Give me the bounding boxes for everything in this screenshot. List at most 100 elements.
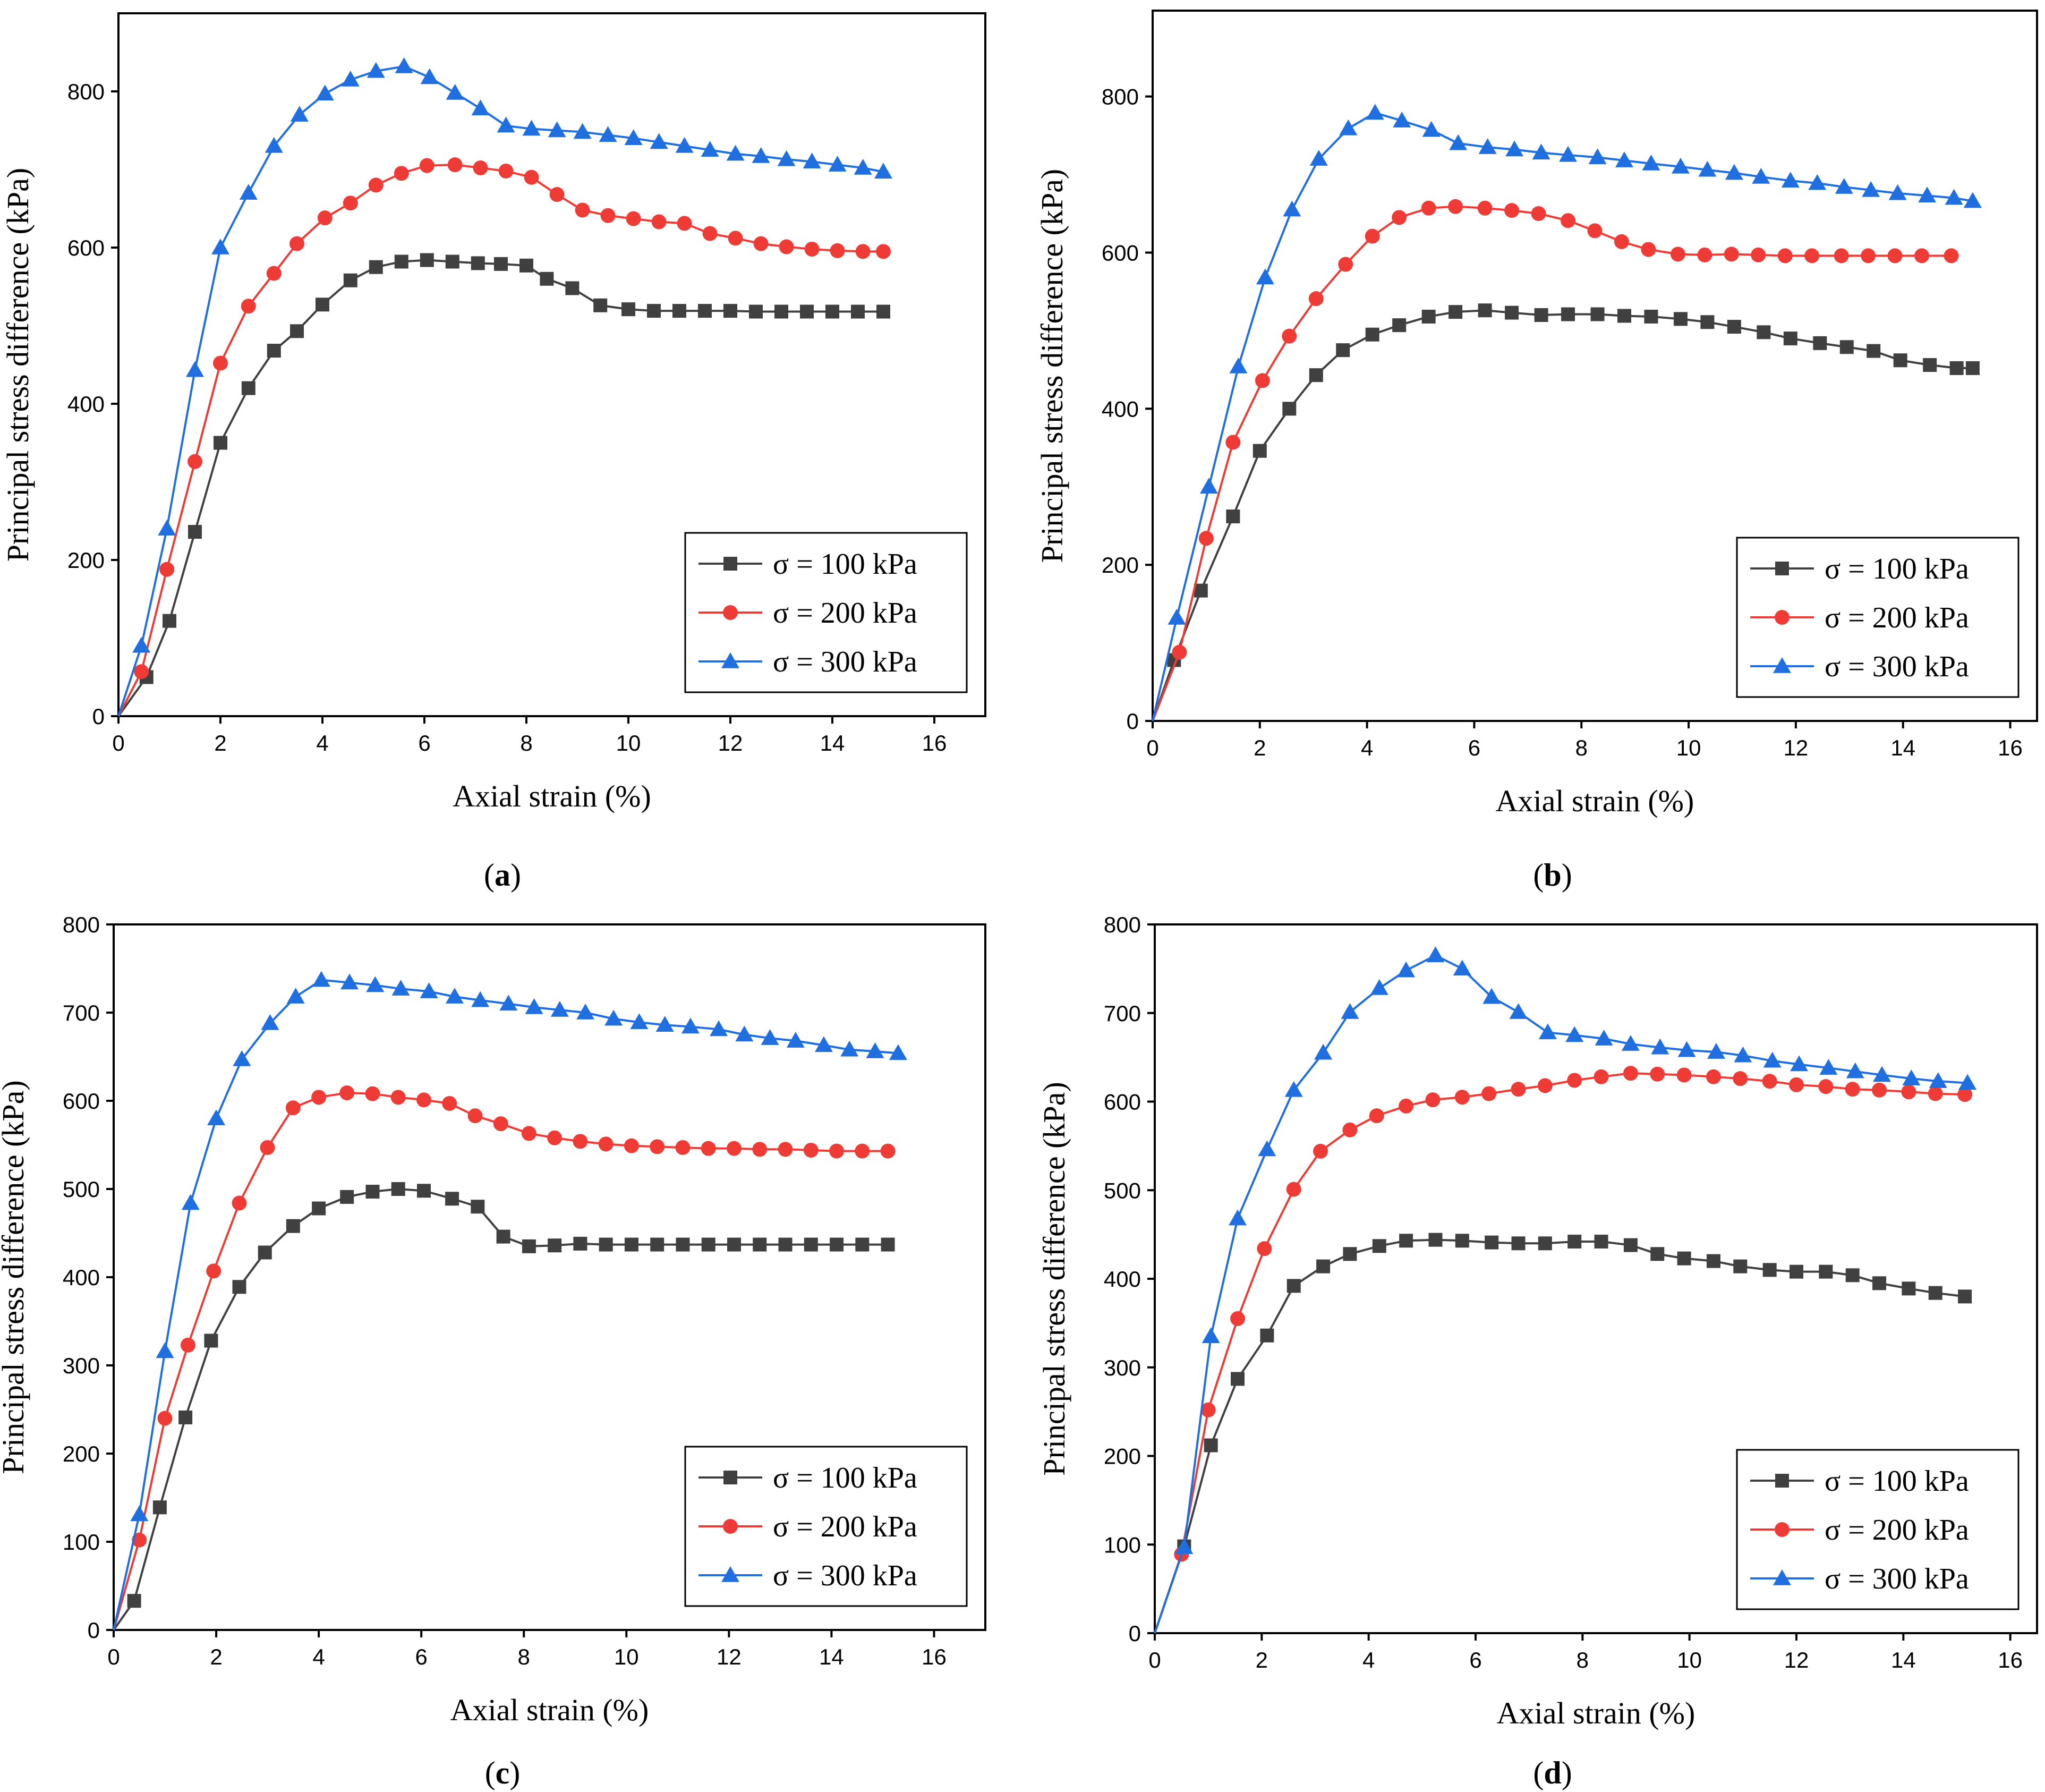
y-tick-label: 0 bbox=[88, 1618, 100, 1643]
data-point bbox=[599, 1237, 613, 1252]
data-point bbox=[650, 1237, 664, 1252]
x-tick-label: 4 bbox=[1361, 735, 1373, 760]
data-point bbox=[1651, 1038, 1669, 1055]
legend-label: σ = 200 kPa bbox=[773, 597, 917, 630]
data-point bbox=[1893, 353, 1907, 368]
x-tick-label: 8 bbox=[1577, 1647, 1589, 1672]
data-point bbox=[800, 304, 814, 319]
data-point bbox=[874, 163, 892, 179]
data-point bbox=[752, 1142, 768, 1157]
data-point bbox=[1397, 961, 1416, 978]
data-point bbox=[727, 1237, 742, 1252]
data-point bbox=[1867, 344, 1881, 358]
data-point bbox=[624, 1237, 638, 1252]
data-point bbox=[317, 210, 333, 226]
data-point bbox=[289, 236, 304, 251]
data-point bbox=[710, 1020, 728, 1037]
x-axis-title: Axial strain (%) bbox=[1496, 784, 1694, 818]
data-point bbox=[1641, 242, 1656, 257]
legend-marker bbox=[721, 652, 739, 668]
y-tick-label: 600 bbox=[1102, 240, 1139, 265]
data-point bbox=[260, 1140, 275, 1155]
data-point bbox=[156, 1342, 174, 1358]
data-point bbox=[420, 982, 438, 998]
data-point bbox=[701, 141, 719, 157]
data-point bbox=[390, 1090, 406, 1105]
data-point bbox=[181, 1194, 200, 1210]
data-point bbox=[1790, 1055, 1809, 1072]
data-point bbox=[1700, 315, 1715, 329]
data-point bbox=[1835, 178, 1853, 194]
data-point bbox=[267, 344, 281, 358]
data-point bbox=[1918, 186, 1937, 202]
data-point bbox=[1617, 309, 1631, 323]
data-point bbox=[1834, 248, 1849, 264]
data-point bbox=[367, 62, 385, 78]
data-point bbox=[1677, 1041, 1696, 1057]
y-tick-label: 0 bbox=[92, 704, 105, 729]
data-point bbox=[1757, 325, 1771, 339]
data-point bbox=[365, 1086, 380, 1101]
data-point bbox=[496, 1229, 510, 1244]
data-point bbox=[1286, 1182, 1301, 1197]
data-point bbox=[778, 1142, 793, 1157]
data-point bbox=[1505, 140, 1524, 157]
plot-frame bbox=[117, 12, 986, 717]
data-point bbox=[624, 129, 643, 145]
data-point bbox=[290, 324, 304, 338]
data-point bbox=[702, 226, 718, 241]
data-point bbox=[188, 454, 202, 469]
data-point bbox=[394, 166, 409, 181]
legend-label: σ = 100 kPa bbox=[1825, 553, 1969, 585]
x-tick-label: 10 bbox=[614, 1644, 639, 1669]
data-point bbox=[1199, 478, 1218, 494]
data-point bbox=[752, 147, 770, 163]
data-point bbox=[573, 1236, 587, 1251]
data-point bbox=[204, 1334, 218, 1348]
data-point bbox=[522, 1239, 536, 1253]
data-point bbox=[265, 137, 283, 153]
data-point bbox=[1914, 248, 1930, 264]
x-tick-label: 2 bbox=[1254, 735, 1266, 760]
panel-caption: (b) bbox=[1533, 857, 1572, 893]
chart-panel-b: 0 2 4 6 8 10 12 14 16 0 200 400 600 800 Axial strain (… bbox=[1035, 10, 2038, 893]
panel-caption: (c) bbox=[485, 1755, 521, 1790]
data-point bbox=[266, 266, 282, 281]
legend: σ = 100 kPa σ = 200 kPa σ = 300 kPa bbox=[684, 1446, 968, 1607]
data-point bbox=[447, 157, 463, 173]
data-point bbox=[1923, 358, 1937, 372]
data-point bbox=[1485, 1235, 1499, 1250]
data-point bbox=[786, 1032, 805, 1048]
data-point bbox=[1229, 1209, 1247, 1226]
y-axis-title: Principal stress difference (kPa) bbox=[1, 168, 35, 562]
data-point bbox=[134, 664, 149, 680]
data-point bbox=[549, 187, 565, 202]
y-tick-label: 200 bbox=[67, 548, 105, 573]
data-point bbox=[675, 137, 694, 153]
data-point bbox=[1194, 583, 1208, 598]
data-point bbox=[127, 1594, 141, 1608]
y-tick-label: 400 bbox=[63, 1265, 100, 1290]
data-point bbox=[1588, 148, 1607, 164]
data-point bbox=[1944, 248, 1959, 264]
data-point bbox=[604, 1009, 623, 1026]
data-point bbox=[1677, 1251, 1691, 1266]
data-point bbox=[1308, 291, 1324, 307]
data-point bbox=[1257, 1241, 1272, 1256]
legend-label: σ = 100 kPa bbox=[773, 548, 917, 581]
x-tick-label: 14 bbox=[1891, 1647, 1916, 1672]
legend-marker bbox=[1773, 1569, 1791, 1585]
data-point bbox=[1614, 234, 1629, 249]
legend-marker bbox=[1775, 1474, 1789, 1488]
chart-panel-d: 0 2 4 6 8 10 12 14 16 0 100 200 300 400 500 600 700 800 Ax… bbox=[1037, 912, 2038, 1790]
data-point bbox=[163, 614, 176, 628]
data-point bbox=[286, 988, 305, 1004]
data-point bbox=[540, 271, 554, 286]
data-point bbox=[130, 1505, 149, 1522]
data-point bbox=[1198, 531, 1214, 546]
data-point bbox=[1887, 248, 1903, 264]
data-point bbox=[1751, 247, 1766, 262]
data-point bbox=[550, 1001, 569, 1017]
x-tick-label: 8 bbox=[518, 1644, 530, 1669]
data-point bbox=[1752, 167, 1770, 184]
